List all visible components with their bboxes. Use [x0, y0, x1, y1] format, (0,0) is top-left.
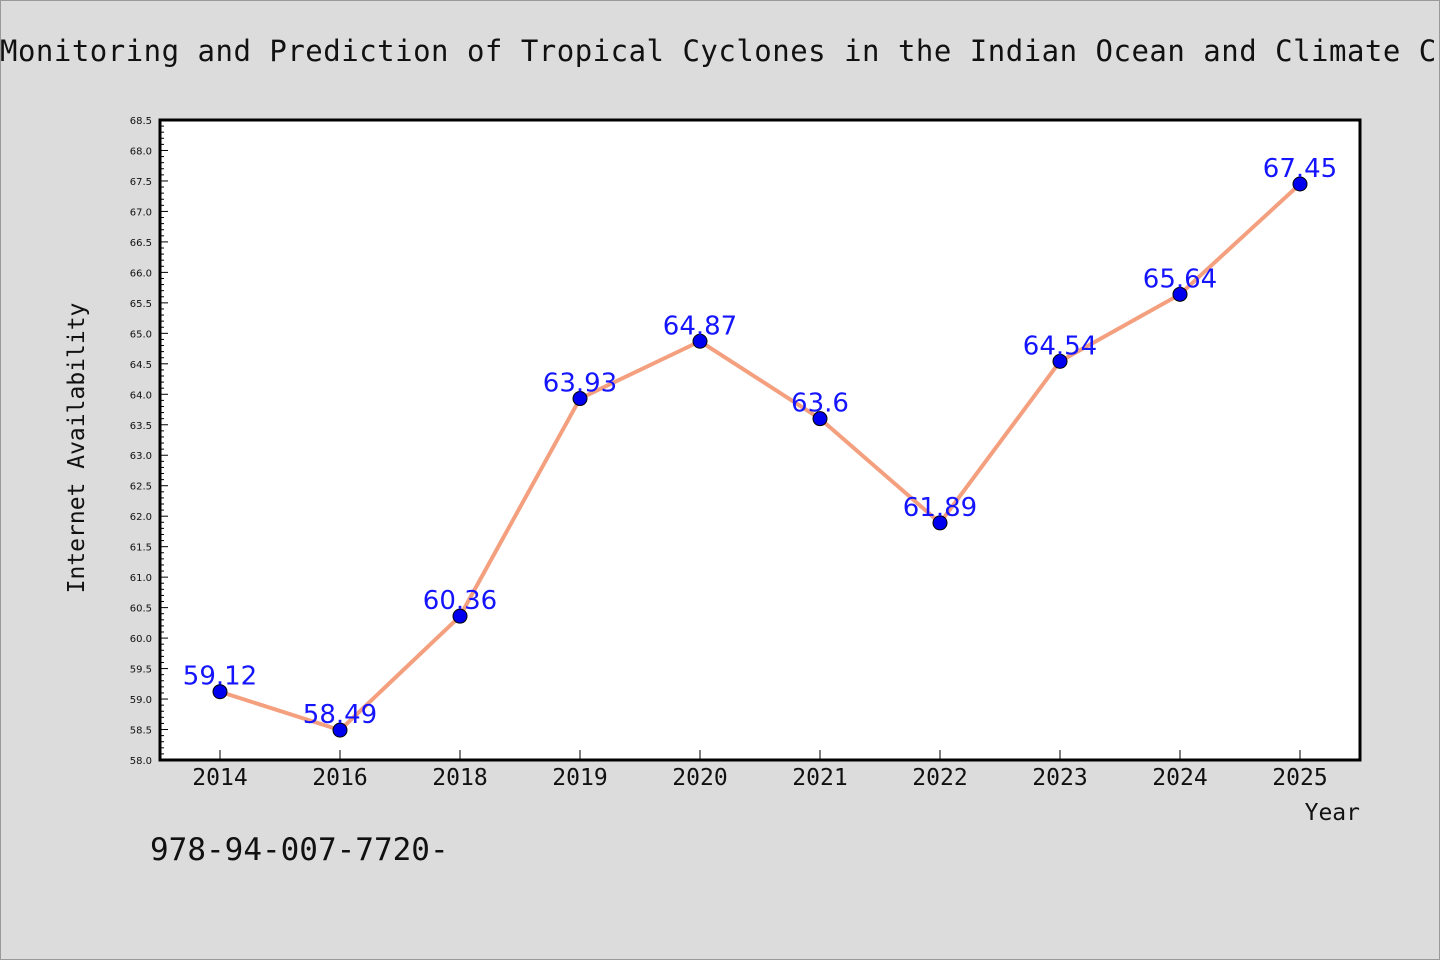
footer-code: 978-94-007-7720- — [150, 832, 449, 868]
y-tick-label: 58.0 — [130, 756, 152, 767]
y-tick-label: 60.0 — [130, 634, 152, 645]
data-label: 67.45 — [1263, 154, 1337, 184]
data-label: 60.36 — [423, 586, 497, 616]
y-tick-label: 62.0 — [130, 512, 152, 523]
y-tick-label: 64.0 — [130, 390, 152, 401]
y-tick-label: 65.5 — [130, 299, 152, 310]
data-label: 64.54 — [1023, 331, 1097, 361]
data-point — [812, 411, 828, 427]
data-point — [1292, 176, 1308, 192]
x-axis-title: Year — [1305, 800, 1360, 826]
chart-title: Monitoring and Prediction of Tropical Cy… — [0, 34, 1437, 68]
y-tick-label: 68.5 — [130, 116, 152, 127]
x-tick-label: 2020 — [672, 765, 727, 791]
data-label: 59.12 — [183, 662, 257, 692]
data-label: 64.87 — [663, 311, 737, 341]
y-axis: 58.0 58.5 59.0 59.5 60.0 60.5 61.0 61.5 62.0 62.5… — [130, 116, 168, 767]
x-tick-label: 2014 — [192, 765, 247, 791]
data-point — [932, 515, 948, 531]
y-tick-label: 59.5 — [130, 665, 152, 676]
data-label: 58.49 — [303, 700, 377, 730]
x-tick-label: 2025 — [1272, 765, 1327, 791]
y-tick-label: 68.0 — [130, 146, 152, 157]
y-tick-label: 63.0 — [130, 451, 152, 462]
data-point — [1172, 286, 1188, 302]
x-tick-label: 2023 — [1032, 765, 1087, 791]
data-label: 65.64 — [1143, 264, 1217, 294]
data-labels: 59.12 58.49 60.36 63.93 64.87 63.6 61.89 64.54 6… — [183, 154, 1337, 730]
data-point — [1052, 353, 1068, 369]
x-tick-label: 2022 — [912, 765, 967, 791]
y-tick-label: 65.0 — [130, 329, 152, 340]
y-tick-label: 61.0 — [130, 573, 152, 584]
x-tick-label: 2024 — [1152, 765, 1207, 791]
y-tick-label: 66.5 — [130, 238, 152, 249]
x-axis: 2014 2016 2018 2019 2020 2021 2022 2023 2024 2025 — [192, 750, 1328, 791]
data-label: 63.93 — [543, 369, 617, 399]
series-line — [219, 182, 1302, 733]
y-tick-label: 59.0 — [130, 695, 152, 706]
x-tick-label: 2021 — [792, 765, 847, 791]
data-label: 63.6 — [791, 389, 849, 419]
data-point — [692, 333, 708, 349]
y-tick-label: 67.5 — [130, 177, 152, 188]
y-tick-label: 60.5 — [130, 604, 152, 615]
y-tick-label: 66.0 — [130, 268, 152, 279]
x-tick-label: 2018 — [432, 765, 487, 791]
plot-area — [158, 118, 1362, 762]
data-point — [452, 608, 468, 624]
data-label: 61.89 — [903, 493, 977, 523]
y-tick-label: 63.5 — [130, 421, 152, 432]
markers — [212, 176, 1308, 738]
y-tick-label: 61.5 — [130, 543, 152, 554]
data-point — [572, 391, 588, 407]
y-tick-label: 64.5 — [130, 360, 152, 371]
y-tick-label: 67.0 — [130, 207, 152, 218]
y-axis-title: Internet Availability — [64, 303, 90, 594]
x-tick-label: 2016 — [312, 765, 367, 791]
data-point — [332, 722, 348, 738]
y-tick-label: 58.5 — [130, 726, 152, 737]
x-tick-label: 2019 — [552, 765, 607, 791]
data-point — [212, 684, 228, 700]
y-tick-label: 62.5 — [130, 482, 152, 493]
